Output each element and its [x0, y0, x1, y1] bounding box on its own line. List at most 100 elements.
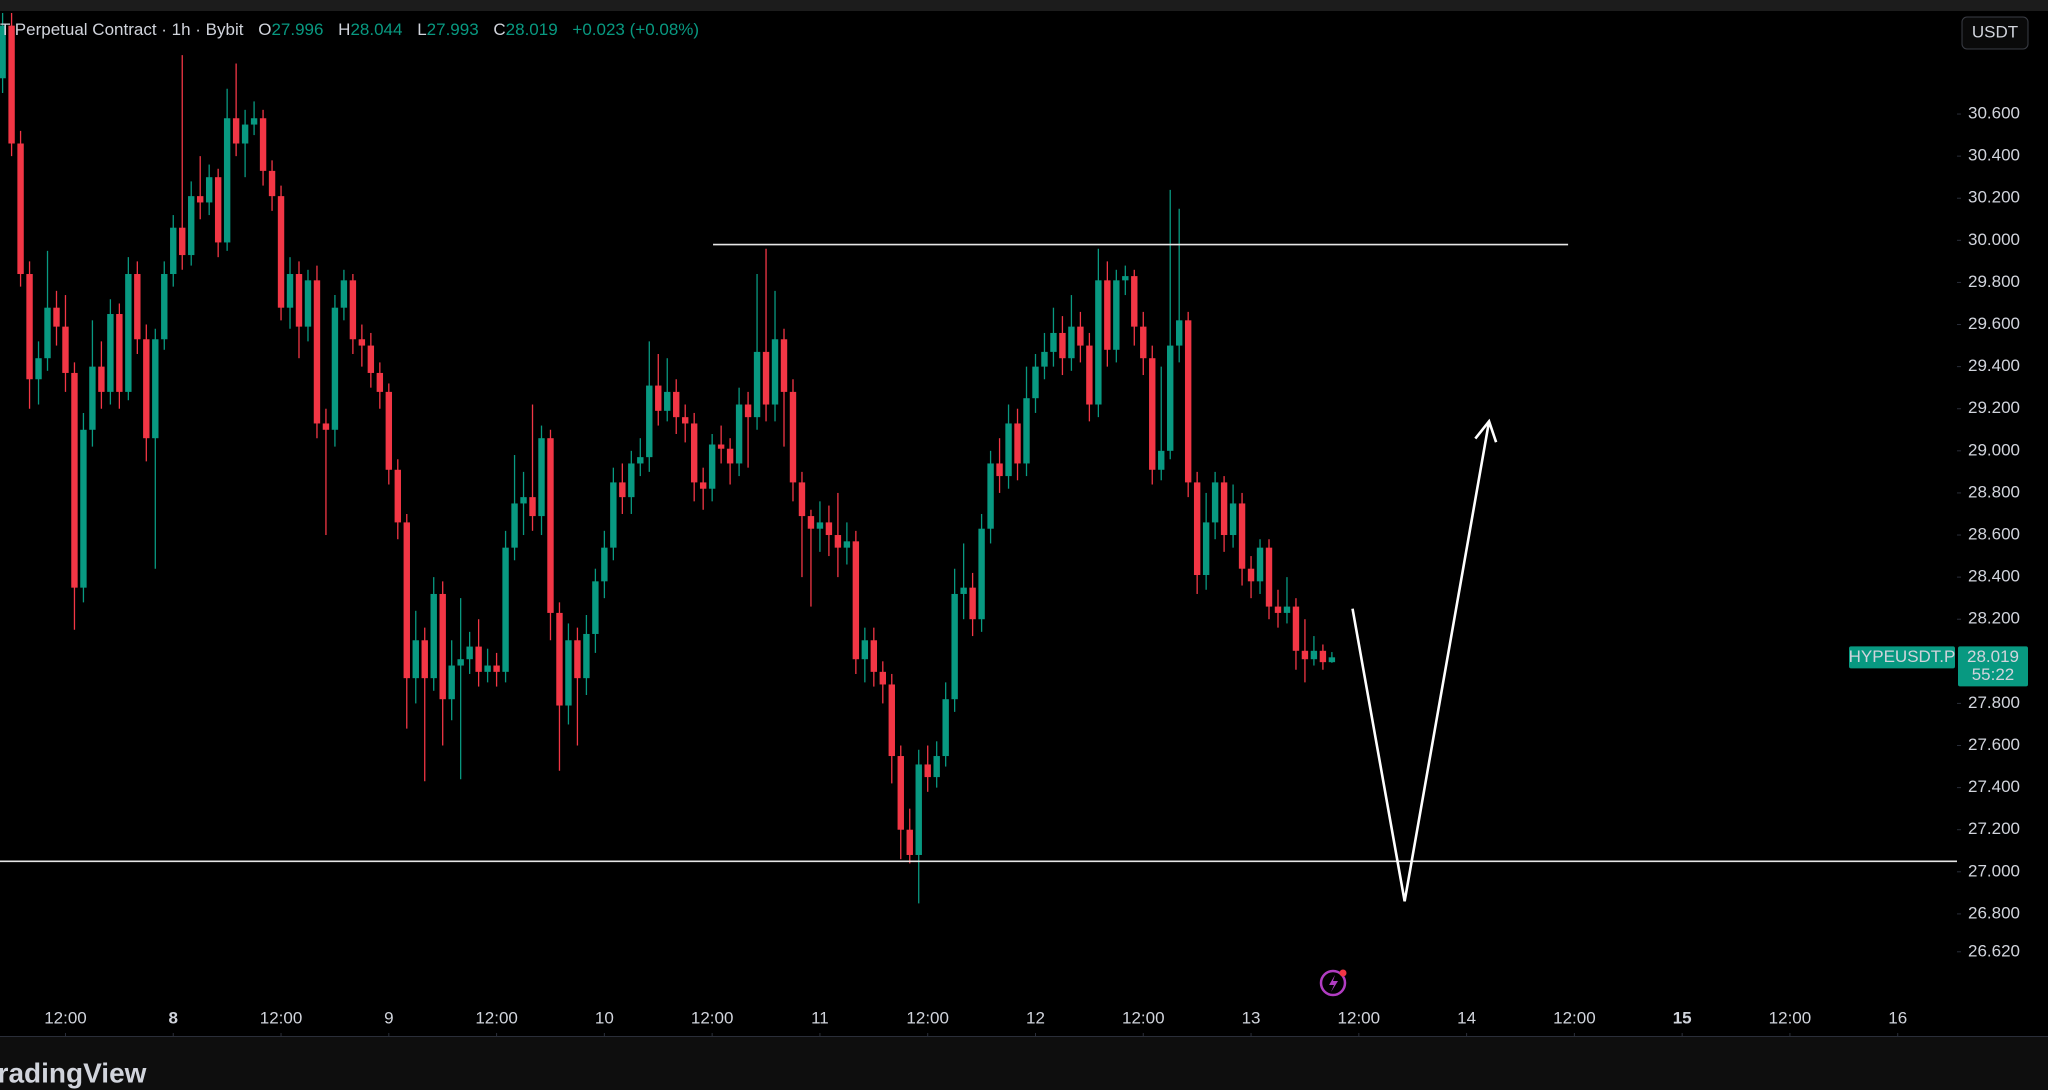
y-tick-label: 27.000	[1968, 861, 2020, 880]
y-tick-label: 28.400	[1968, 567, 2020, 586]
candle-body	[134, 274, 141, 340]
candle-body	[268, 170, 276, 197]
candle-body	[1167, 345, 1174, 451]
candle-body	[825, 522, 833, 536]
candle-body	[1211, 482, 1219, 523]
candle-body	[888, 684, 895, 757]
candle-body	[367, 345, 375, 373]
candle-body	[1077, 326, 1084, 346]
y-tick-label: 27.200	[1968, 819, 2020, 838]
price-tag	[1958, 646, 2028, 687]
candle-body	[1104, 280, 1111, 350]
symbol-title: T Perpetual Contract · 1h · Bybit	[0, 20, 244, 39]
candle-body	[771, 339, 779, 405]
candle-body	[493, 665, 500, 672]
candle-body	[924, 764, 931, 778]
candle-body	[708, 444, 716, 489]
currency-label[interactable]: USDT	[1972, 22, 2018, 41]
candle-body	[798, 482, 806, 517]
ohlc-value: 27.996	[271, 20, 323, 39]
candle-body	[1229, 503, 1237, 536]
ohlc-value: 28.044	[350, 20, 402, 39]
x-tick-label: 9	[384, 1008, 393, 1027]
countdown: 55:22	[1972, 665, 2015, 684]
candle-body	[520, 497, 527, 504]
candle-body	[1193, 482, 1201, 576]
candle-body	[915, 764, 922, 855]
candle-body	[116, 314, 123, 392]
x-tick-label: 12:00	[475, 1008, 518, 1027]
candle-body	[89, 366, 96, 430]
x-tick-label: 12:00	[1553, 1008, 1596, 1027]
ohlc-value: 28.019	[506, 20, 558, 39]
candle-body	[331, 307, 339, 430]
candle-body	[259, 118, 267, 171]
candle-body	[376, 372, 384, 392]
candle-body	[1032, 366, 1039, 399]
candle-body	[62, 326, 69, 373]
candle-body	[232, 118, 240, 144]
candle-body	[511, 503, 518, 548]
price-tag-label: 28.019	[1967, 647, 2019, 666]
candle-body	[987, 463, 994, 529]
y-tick-label: 29.000	[1968, 440, 2020, 459]
candle-body	[475, 646, 482, 672]
candle-body	[834, 535, 842, 548]
candle-body	[1140, 326, 1147, 359]
ohlc-label: H	[338, 20, 350, 39]
x-tick-label: 12:00	[1338, 1008, 1381, 1027]
candle-body	[1319, 650, 1327, 663]
candle-body	[1014, 423, 1021, 464]
candle-body	[897, 756, 904, 830]
x-tick-label: 12:00	[1769, 1008, 1812, 1027]
candle-body	[394, 469, 401, 523]
bottom-bar	[0, 1037, 2048, 1090]
lightning-icon[interactable]	[1319, 969, 1347, 997]
candle-body	[1238, 503, 1246, 569]
candle-body	[98, 366, 105, 392]
x-tick-label: 12:00	[260, 1008, 303, 1027]
candle-body	[933, 756, 940, 778]
candle-body	[529, 497, 536, 517]
candle-body	[1149, 358, 1156, 470]
x-tick-label: 10	[595, 1008, 614, 1027]
candle-body	[960, 587, 967, 594]
candle-body	[107, 314, 114, 392]
y-tick-label: 28.200	[1968, 609, 2020, 628]
candle-body	[690, 423, 698, 483]
candle-body	[1184, 320, 1192, 483]
candle-body	[843, 541, 851, 548]
currency-button[interactable]	[1961, 16, 2029, 50]
candle-body	[861, 640, 869, 660]
notify-dot	[1339, 969, 1347, 977]
y-tick-label: 29.400	[1968, 356, 2020, 375]
candle-body	[1113, 280, 1120, 350]
candle-body	[1095, 280, 1102, 405]
candle-body	[906, 829, 913, 855]
candle-body	[152, 339, 159, 439]
candle-body	[340, 280, 348, 308]
candle-body	[682, 417, 689, 424]
x-tick-label: 15	[1673, 1008, 1692, 1027]
candle-body	[430, 593, 437, 679]
candle-body	[1041, 351, 1048, 367]
candle-body	[655, 385, 662, 411]
candle-body	[439, 593, 446, 700]
candle-body	[1265, 547, 1273, 607]
y-tick-label: 26.800	[1968, 903, 2020, 922]
y-tick-label: 30.000	[1968, 230, 2020, 249]
candle-body	[816, 522, 824, 529]
candle-body	[619, 482, 626, 498]
x-tick-label: 14	[1457, 1008, 1476, 1027]
candle-body	[978, 528, 985, 620]
candle-body	[951, 593, 958, 700]
candle-body	[205, 177, 213, 203]
candle-body	[852, 541, 860, 660]
ohlc-label: C	[493, 20, 505, 39]
candle-body	[646, 385, 653, 458]
candle-body	[484, 665, 491, 672]
candle-body	[726, 448, 734, 464]
candle-body	[44, 307, 51, 359]
candle-body	[664, 391, 671, 411]
candle-body	[17, 143, 24, 275]
